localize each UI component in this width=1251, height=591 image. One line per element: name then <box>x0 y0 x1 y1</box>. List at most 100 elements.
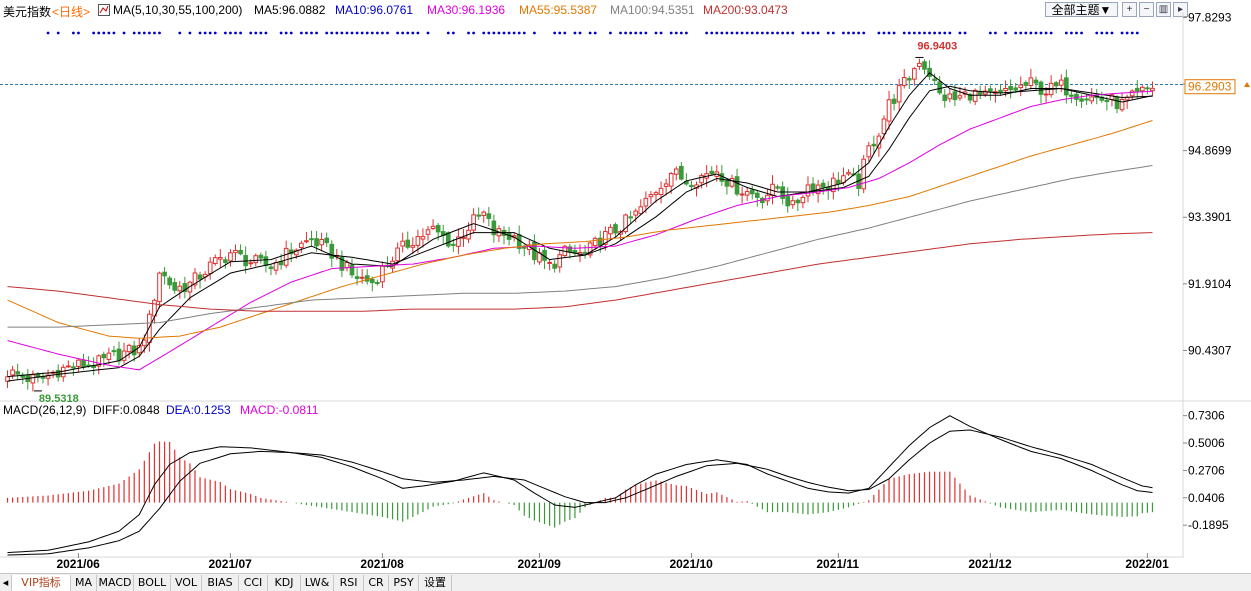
candle[interactable] <box>456 228 461 255</box>
candle[interactable] <box>476 207 482 220</box>
candle[interactable] <box>734 168 740 197</box>
candle[interactable] <box>258 252 264 264</box>
candle[interactable] <box>375 279 380 286</box>
candle[interactable] <box>643 191 649 213</box>
candle[interactable] <box>663 178 669 196</box>
candle[interactable] <box>339 250 345 278</box>
candle[interactable] <box>400 232 406 253</box>
candle[interactable] <box>263 250 269 273</box>
candle[interactable] <box>1150 81 1155 97</box>
candle[interactable] <box>1069 89 1074 104</box>
candle[interactable] <box>1048 75 1054 98</box>
candle[interactable] <box>207 257 213 280</box>
candle[interactable] <box>866 141 872 162</box>
candle[interactable] <box>106 347 112 365</box>
candle[interactable] <box>977 85 983 100</box>
layout-icon[interactable]: ▥ <box>1156 2 1171 17</box>
candlestick-series[interactable] <box>5 58 1155 392</box>
candle[interactable] <box>709 166 715 176</box>
candle[interactable] <box>273 259 279 275</box>
candle[interactable] <box>471 208 476 234</box>
candle[interactable] <box>613 222 618 237</box>
tab-10[interactable]: CR <box>364 575 389 591</box>
candle[interactable] <box>896 78 902 112</box>
candle[interactable] <box>304 232 309 244</box>
candle[interactable] <box>364 269 370 285</box>
candle[interactable] <box>60 364 66 382</box>
candle[interactable] <box>395 242 400 265</box>
tab-scroll-icon[interactable]: ◂ <box>0 575 12 591</box>
candle[interactable] <box>739 186 745 204</box>
candle[interactable] <box>15 363 20 380</box>
tab-6[interactable]: CCI <box>239 575 268 591</box>
candle[interactable] <box>217 249 223 269</box>
candle[interactable] <box>577 244 583 263</box>
candle[interactable] <box>749 185 755 200</box>
candle[interactable] <box>192 268 198 290</box>
candle[interactable] <box>486 206 492 227</box>
candle[interactable] <box>30 370 36 392</box>
candle[interactable] <box>440 224 446 244</box>
candle[interactable] <box>927 60 932 80</box>
candle[interactable] <box>684 173 689 186</box>
candle[interactable] <box>678 161 684 181</box>
candle[interactable] <box>587 241 593 259</box>
candle[interactable] <box>846 169 851 176</box>
candle[interactable] <box>912 66 917 86</box>
candle[interactable] <box>430 219 436 231</box>
candle[interactable] <box>820 179 826 195</box>
candle[interactable] <box>901 69 907 89</box>
candle[interactable] <box>268 264 274 276</box>
candle[interactable] <box>658 181 664 204</box>
candle[interactable] <box>567 243 573 259</box>
candle[interactable] <box>1023 80 1029 90</box>
candle[interactable] <box>116 341 122 366</box>
candle[interactable] <box>780 181 785 205</box>
candle[interactable] <box>177 281 183 299</box>
candle[interactable] <box>126 343 132 359</box>
tab-12[interactable]: 设置 <box>419 575 452 591</box>
candle[interactable] <box>871 135 877 154</box>
candle[interactable] <box>324 232 330 247</box>
candle[interactable] <box>369 276 375 292</box>
candle[interactable] <box>451 238 456 252</box>
candle[interactable] <box>795 198 801 212</box>
candle[interactable] <box>891 93 897 111</box>
tab-3[interactable]: BOLL <box>134 575 171 591</box>
candle[interactable] <box>1114 95 1120 114</box>
candle[interactable] <box>673 166 679 181</box>
candle[interactable] <box>233 244 238 261</box>
candle[interactable] <box>1074 92 1079 107</box>
candle[interactable] <box>1064 69 1069 104</box>
tab-8[interactable]: LW& <box>301 575 334 591</box>
candle[interactable] <box>988 85 993 101</box>
candle[interactable] <box>491 214 497 243</box>
candle[interactable] <box>20 372 26 384</box>
candle[interactable] <box>172 278 178 294</box>
candle[interactable] <box>917 58 922 70</box>
candle[interactable] <box>648 191 654 204</box>
candle[interactable] <box>937 75 943 96</box>
candle[interactable] <box>410 237 416 254</box>
candle[interactable] <box>775 184 780 191</box>
tab-1[interactable]: MA <box>71 575 97 591</box>
candle[interactable] <box>805 176 811 203</box>
candle[interactable] <box>405 231 411 250</box>
candle[interactable] <box>760 196 765 209</box>
candle[interactable] <box>76 358 81 373</box>
candle[interactable] <box>785 187 791 213</box>
candle[interactable] <box>461 228 466 247</box>
tab-2[interactable]: MACD <box>97 575 134 591</box>
candle[interactable] <box>329 240 335 268</box>
candle[interactable] <box>998 84 1003 96</box>
candle[interactable] <box>228 249 233 267</box>
tab-11[interactable]: PSY <box>389 575 419 591</box>
candle[interactable] <box>947 88 953 103</box>
candle[interactable] <box>689 181 694 191</box>
candle[interactable] <box>10 365 15 379</box>
candle[interactable] <box>1145 85 1150 95</box>
candle[interactable] <box>111 345 117 356</box>
candle[interactable] <box>608 224 613 241</box>
indicator-toggle-icon[interactable] <box>98 4 110 19</box>
candle[interactable] <box>552 259 557 273</box>
